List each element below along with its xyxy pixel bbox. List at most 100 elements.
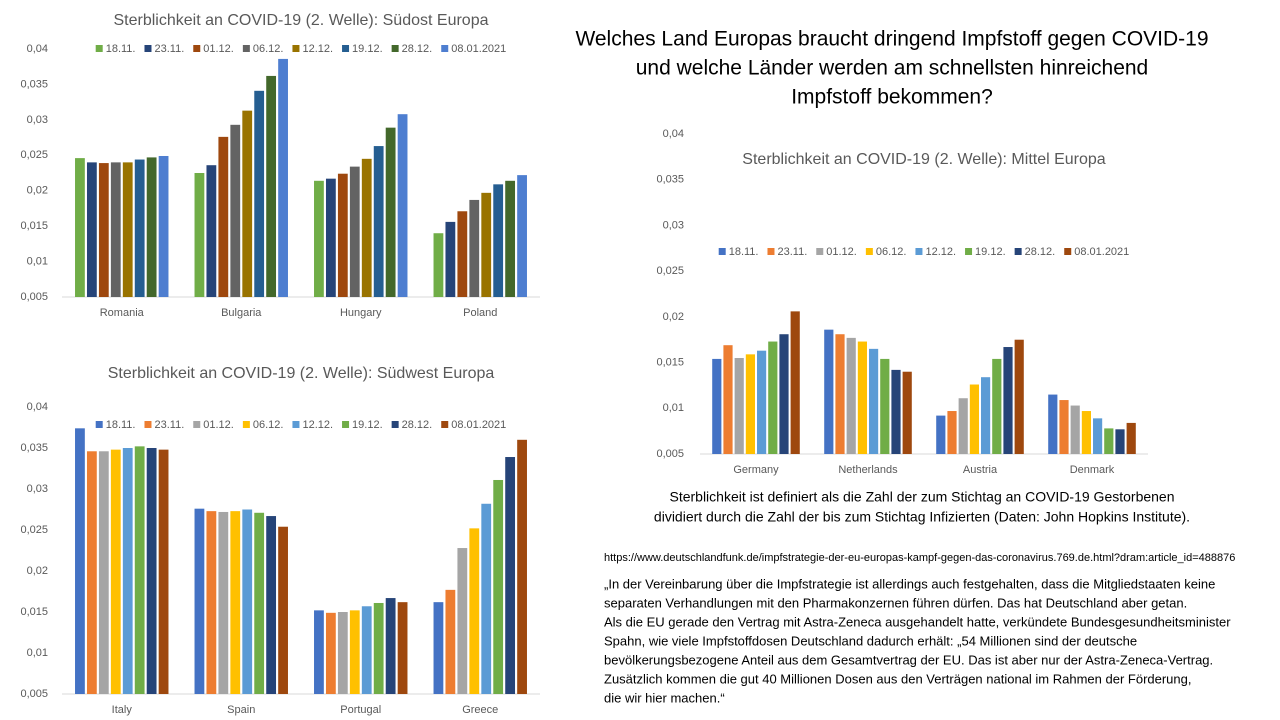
quote-line: Spahn, wie viele Impfstoffdosen Deutschl… — [604, 633, 1137, 648]
legend-label: 08.01.2021 — [451, 43, 506, 55]
y-tick-label: 0,01 — [27, 255, 48, 267]
bar — [1014, 339, 1024, 454]
legend-label: 08.01.2021 — [451, 419, 506, 431]
bar — [75, 428, 85, 694]
x-tick-label: Germany — [733, 464, 779, 476]
legend-label: 18.11. — [106, 43, 136, 55]
y-tick-label: 0,005 — [20, 291, 48, 303]
definition: dividiert durch die Zahl der bis zum Sti… — [654, 509, 1190, 525]
legend-label: 06.12. — [253, 419, 284, 431]
legend-swatch — [292, 421, 300, 428]
bar — [1126, 422, 1136, 454]
bar — [254, 90, 265, 297]
bar — [325, 178, 336, 297]
bar — [397, 602, 408, 694]
x-tick-label: Romania — [100, 307, 145, 319]
chart-title: Sterblichkeit an COVID-19 (2. Welle): Sü… — [108, 365, 495, 382]
bar — [433, 602, 444, 694]
legend-swatch — [441, 45, 449, 52]
legend-label: 19.12. — [975, 246, 1006, 258]
bar — [891, 369, 901, 454]
legend-label: 23.11. — [777, 246, 807, 258]
x-tick-label: Portugal — [340, 704, 381, 716]
legend-swatch — [865, 248, 873, 255]
quote-line: Zusätzlich kommen die gut 40 Millionen D… — [604, 671, 1192, 686]
y-tick-label: 0,035 — [20, 78, 48, 90]
bar — [242, 110, 253, 297]
bar — [857, 341, 867, 454]
legend-label: 08.01.2021 — [1074, 246, 1129, 258]
legend-label: 23.11. — [154, 43, 184, 55]
y-tick-label: 0,025 — [656, 265, 684, 277]
bar — [194, 173, 205, 297]
y-tick-label: 0,01 — [27, 647, 48, 659]
y-tick-label: 0,025 — [20, 149, 48, 161]
legend-label: 01.12. — [203, 419, 234, 431]
legend-swatch — [242, 421, 250, 428]
bar — [254, 512, 265, 694]
bar — [493, 479, 504, 694]
bar — [373, 602, 384, 694]
bar — [493, 184, 504, 297]
bar — [230, 511, 241, 694]
legend-label: 01.12. — [203, 43, 234, 55]
bar — [206, 165, 217, 297]
headline: Welches Land Europas braucht dringend Im… — [575, 28, 1208, 51]
bar — [902, 371, 912, 454]
bar — [433, 233, 444, 297]
bar — [481, 192, 492, 297]
bar — [98, 451, 109, 694]
definition: Sterblichkeit ist definiert als die Zahl… — [669, 489, 1174, 505]
bar — [481, 503, 492, 694]
y-tick-label: 0,015 — [656, 356, 684, 368]
x-tick-label: Italy — [112, 704, 133, 716]
y-tick-label: 0,015 — [20, 220, 48, 232]
legend-label: 28.12. — [402, 43, 433, 55]
bar — [745, 354, 755, 454]
legend-label: 06.12. — [876, 246, 907, 258]
legend-swatch — [915, 248, 923, 255]
legend-label: 28.12. — [1025, 246, 1056, 258]
bar — [278, 58, 288, 297]
bar — [445, 221, 456, 297]
bar — [218, 136, 229, 297]
x-tick-label: Poland — [463, 307, 497, 319]
quote-line: die wir hier machen.“ — [604, 690, 725, 705]
bar — [712, 358, 722, 454]
bar — [723, 345, 733, 454]
y-tick-label: 0,04 — [663, 128, 684, 140]
bar — [349, 166, 360, 297]
chart-title: Sterblichkeit an COVID-19 (2. Welle): Sü… — [114, 12, 489, 29]
bar — [146, 157, 157, 297]
legend-label: 18.11. — [106, 419, 136, 431]
legend-label: 19.12. — [352, 43, 383, 55]
bar — [134, 446, 145, 694]
bar — [242, 509, 253, 694]
y-tick-label: 0,01 — [663, 402, 684, 414]
bar — [835, 334, 845, 454]
bar — [981, 377, 991, 454]
bar — [517, 439, 527, 694]
bar — [361, 158, 372, 297]
bar — [86, 451, 97, 694]
bar — [337, 173, 348, 297]
y-tick-label: 0,04 — [27, 401, 48, 413]
y-tick-label: 0,025 — [20, 524, 48, 536]
bar — [158, 449, 169, 694]
bar — [457, 211, 468, 297]
bar — [361, 606, 372, 694]
x-tick-label: Netherlands — [838, 464, 898, 476]
legend-swatch — [342, 421, 350, 428]
y-tick-label: 0,03 — [663, 219, 684, 231]
legend-label: 19.12. — [352, 419, 383, 431]
quote-line: Als die EU gerade den Vertrag mit Astra-… — [604, 614, 1231, 629]
legend-label: 12.12. — [302, 43, 333, 55]
source-url: https://www.deutschlandfunk.de/impfstrat… — [604, 552, 1235, 564]
bar — [869, 348, 879, 454]
bar — [469, 528, 480, 694]
bar — [314, 180, 324, 297]
y-tick-label: 0,015 — [20, 606, 48, 618]
legend-swatch — [965, 248, 973, 255]
bar — [230, 124, 241, 298]
